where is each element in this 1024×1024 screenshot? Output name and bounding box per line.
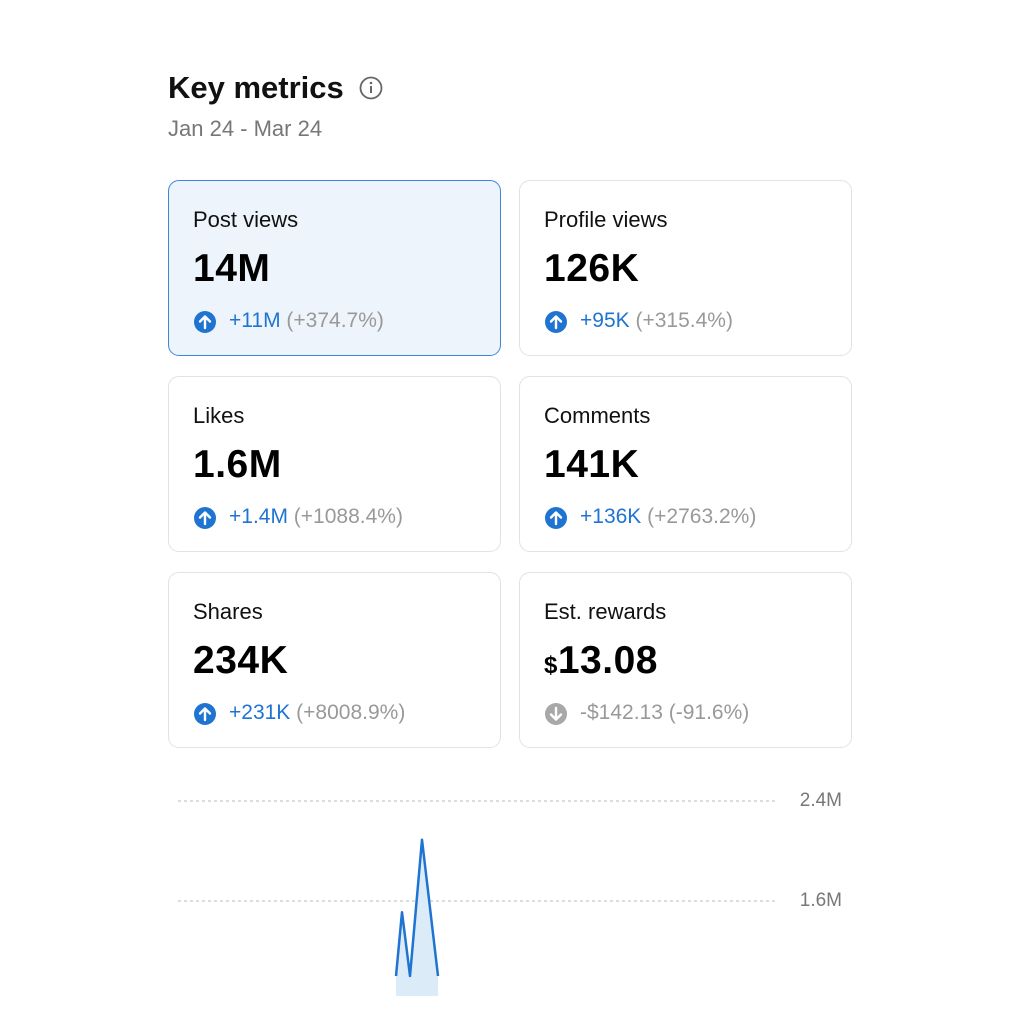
metric-value: 14M bbox=[193, 247, 270, 291]
metric-card[interactable]: Comments 141K +136K (+2763.2%) bbox=[519, 376, 852, 552]
trend-icon bbox=[544, 310, 568, 339]
value: 13.08 bbox=[557, 639, 658, 682]
value: 1.6M bbox=[193, 443, 282, 486]
arrow-icon bbox=[194, 703, 216, 725]
arrow-icon bbox=[194, 507, 216, 529]
change-percent: (+315.4%) bbox=[635, 309, 733, 332]
change-percent: (+2763.2%) bbox=[647, 505, 757, 528]
metric-value: 1.6M bbox=[193, 443, 282, 487]
change-value: -$142.13 bbox=[580, 701, 663, 724]
metric-card[interactable]: Est. rewards $13.08 -$142.13 (-91.6%) bbox=[519, 572, 852, 748]
y-tick-label: 2.4M bbox=[800, 790, 842, 811]
arrow-icon bbox=[545, 703, 567, 725]
trend-icon bbox=[544, 506, 568, 535]
subtitle: Jan 24 - Mar 24 bbox=[168, 116, 323, 141]
change: +136K (+2763.2%) bbox=[580, 505, 756, 529]
trend-icon bbox=[193, 702, 217, 731]
metric-card[interactable]: Profile views 126K +95K (+315.4%) bbox=[519, 180, 852, 356]
change-percent: (+1088.4%) bbox=[293, 505, 403, 528]
metric-card[interactable]: Shares 234K +231K (+8008.9%) bbox=[168, 572, 501, 748]
metric-label: Shares bbox=[193, 599, 263, 624]
metric-value: 234K bbox=[193, 639, 288, 683]
metric-value: $13.08 bbox=[544, 639, 658, 683]
change: +95K (+315.4%) bbox=[580, 309, 733, 333]
change-percent: (+8008.9%) bbox=[296, 701, 406, 724]
metric-label: Est. rewards bbox=[544, 599, 667, 624]
trend-icon bbox=[193, 310, 217, 339]
metric-card[interactable]: Likes 1.6M +1.4M (+1088.4%) bbox=[168, 376, 501, 552]
metric-value: 141K bbox=[544, 443, 639, 487]
arrow-icon bbox=[545, 507, 567, 529]
value: 126K bbox=[544, 247, 640, 290]
change: +11M (+374.7%) bbox=[229, 309, 384, 333]
trend-icon bbox=[544, 702, 568, 731]
metric-label: Profile views bbox=[544, 207, 668, 232]
info-icon[interactable] bbox=[358, 75, 384, 101]
value: 234K bbox=[193, 639, 289, 682]
change-percent: (-91.6%) bbox=[668, 701, 750, 724]
metric-label: Comments bbox=[544, 403, 651, 428]
change-value: +11M bbox=[229, 309, 281, 332]
metric-value: 126K bbox=[544, 247, 639, 291]
y-tick-label: 1.6M bbox=[800, 890, 842, 911]
change-value: +231K bbox=[229, 701, 291, 724]
value: 141K bbox=[544, 443, 640, 486]
change: +1.4M (+1088.4%) bbox=[229, 505, 403, 529]
title-text: Key metrics bbox=[168, 70, 344, 105]
trend-icon bbox=[193, 506, 217, 535]
change: -$142.13 (-91.6%) bbox=[580, 701, 749, 725]
metric-label: Post views bbox=[193, 207, 299, 232]
change: +231K (+8008.9%) bbox=[229, 701, 405, 725]
metric-label: Likes bbox=[193, 403, 245, 428]
arrow-icon bbox=[545, 311, 567, 333]
change-value: +1.4M bbox=[229, 505, 288, 528]
title: Key metrics bbox=[168, 70, 384, 106]
arrow-icon bbox=[194, 311, 216, 333]
line bbox=[394, 838, 440, 978]
change-percent: (+374.7%) bbox=[286, 309, 384, 332]
value: 14M bbox=[193, 247, 271, 290]
change-value: +95K bbox=[580, 309, 630, 332]
change-value: +136K bbox=[580, 505, 642, 528]
currency: $ bbox=[544, 652, 558, 679]
metric-card[interactable]: Post views 14M +11M (+374.7%) bbox=[168, 180, 501, 356]
